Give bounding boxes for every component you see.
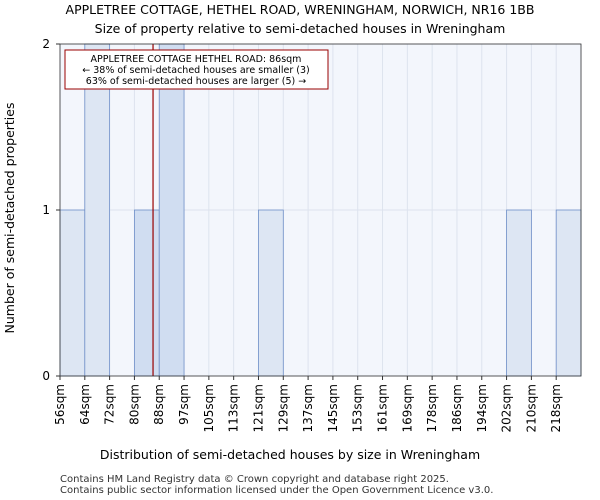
- footer-line-2: Contains public sector information licen…: [60, 485, 494, 496]
- annotation-line-3: 63% of semi-detached houses are larger (…: [86, 76, 306, 87]
- x-tick-label: 178sqm: [425, 384, 439, 432]
- y-axis-label: Number of semi-detached properties: [2, 103, 17, 334]
- bar-56sqm: [59, 209, 86, 377]
- bar-88sqm: [158, 43, 185, 377]
- bars: [59, 43, 582, 377]
- x-tick-label: 72sqm: [103, 384, 117, 425]
- x-tick-label: 145sqm: [326, 384, 340, 432]
- x-axis-ticks: 56sqm 64sqm 72sqm 80sqm 88sqm 97sqm 105sqm 113s…: [53, 376, 563, 432]
- bar-202sqm: [506, 209, 532, 377]
- x-tick-label: 56sqm: [53, 384, 67, 425]
- bar-64sqm: [84, 43, 111, 377]
- x-tick-label: 80sqm: [127, 384, 141, 425]
- annotation-line-2: ← 38% of semi-detached houses are smalle…: [82, 65, 310, 76]
- bar-121sqm: [258, 209, 284, 377]
- x-tick-label: 105sqm: [202, 384, 216, 432]
- x-tick-label: 137sqm: [301, 384, 315, 432]
- x-tick-label: 113sqm: [227, 384, 241, 432]
- x-tick-label: 88sqm: [152, 384, 166, 425]
- x-tick-label: 121sqm: [251, 384, 265, 432]
- x-tick-label: 186sqm: [450, 384, 464, 432]
- y-tick-label: 2: [42, 37, 50, 51]
- x-tick-label: 169sqm: [400, 384, 414, 432]
- x-tick-label: 202sqm: [500, 384, 514, 432]
- x-tick-label: 210sqm: [524, 384, 538, 432]
- y-tick-label: 0: [42, 369, 50, 383]
- x-tick-label: 218sqm: [549, 384, 563, 432]
- y-tick-label: 1: [42, 203, 50, 217]
- x-axis-label: Distribution of semi-detached houses by …: [100, 447, 480, 462]
- x-tick-label: 161sqm: [376, 384, 390, 432]
- x-tick-label: 153sqm: [351, 384, 365, 432]
- x-tick-label: 194sqm: [475, 384, 489, 432]
- bar-218sqm: [555, 209, 582, 377]
- annotation-line-1: APPLETREE COTTAGE HETHEL ROAD: 86sqm: [91, 54, 302, 65]
- bar-80sqm: [134, 209, 160, 377]
- chart-subtitle: Size of property relative to semi-detach…: [95, 21, 506, 36]
- y-axis-ticks: 0 1 2: [42, 37, 60, 383]
- x-tick-label: 64sqm: [78, 384, 92, 425]
- chart-title: APPLETREE COTTAGE, HETHEL ROAD, WRENINGH…: [66, 2, 535, 17]
- x-tick-label: 129sqm: [276, 384, 290, 432]
- annotation-box: APPLETREE COTTAGE HETHEL ROAD: 86sqm ← 3…: [64, 49, 329, 90]
- footer-line-1: Contains HM Land Registry data © Crown c…: [60, 474, 449, 485]
- x-tick-label: 97sqm: [177, 384, 191, 425]
